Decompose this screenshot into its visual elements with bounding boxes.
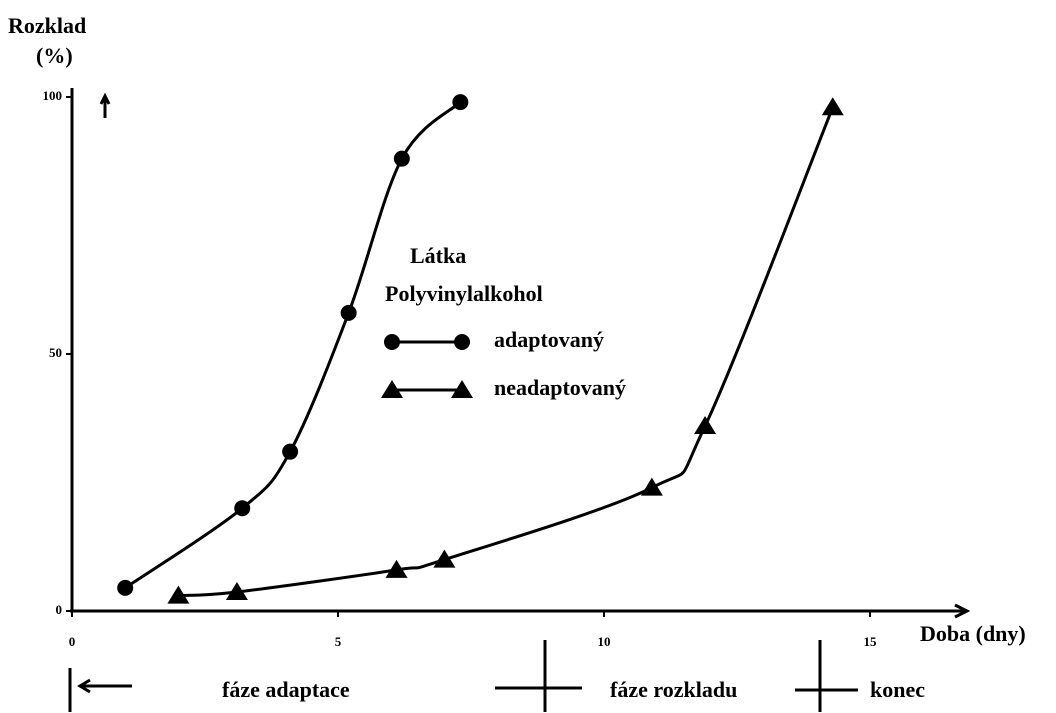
line <box>178 106 835 598</box>
point <box>393 150 410 167</box>
point <box>694 415 717 434</box>
axes <box>68 88 971 712</box>
legend-title: Polyvinylalkohol <box>385 281 543 306</box>
y-axis-label: (%) <box>36 43 73 68</box>
legend-label: neadaptovaný <box>494 375 626 400</box>
legend-marker <box>451 380 473 398</box>
x-tick-label: 5 <box>335 634 342 649</box>
point <box>117 579 134 596</box>
legend-marker <box>381 380 403 398</box>
x-tick-label: 0 <box>69 634 76 649</box>
y-tick-label: 50 <box>49 345 62 360</box>
y-axis-label: Rozklad <box>8 13 86 38</box>
phase-label: fáze adaptace <box>222 677 350 702</box>
point <box>234 500 251 517</box>
point <box>821 97 844 116</box>
x-tick-label: 15 <box>864 634 878 649</box>
point <box>167 585 190 604</box>
x-tick-label: 10 <box>598 634 611 649</box>
point <box>640 477 663 496</box>
point <box>433 549 456 568</box>
y-tick-label: 0 <box>56 602 63 617</box>
legend-marker <box>454 334 470 350</box>
phase-label: konec <box>870 677 925 702</box>
x-axis-label: Doba (dny) <box>920 621 1026 646</box>
point <box>282 443 299 460</box>
legend-title: Látka <box>410 243 466 268</box>
legend-marker <box>384 334 400 350</box>
point <box>385 559 408 578</box>
point <box>340 304 357 321</box>
point <box>225 581 248 600</box>
point <box>452 94 469 111</box>
phase-label: fáze rozkladu <box>610 677 737 702</box>
line <box>124 101 462 590</box>
y-tick-label: 100 <box>43 88 63 103</box>
legend-label: adaptovaný <box>494 327 604 352</box>
